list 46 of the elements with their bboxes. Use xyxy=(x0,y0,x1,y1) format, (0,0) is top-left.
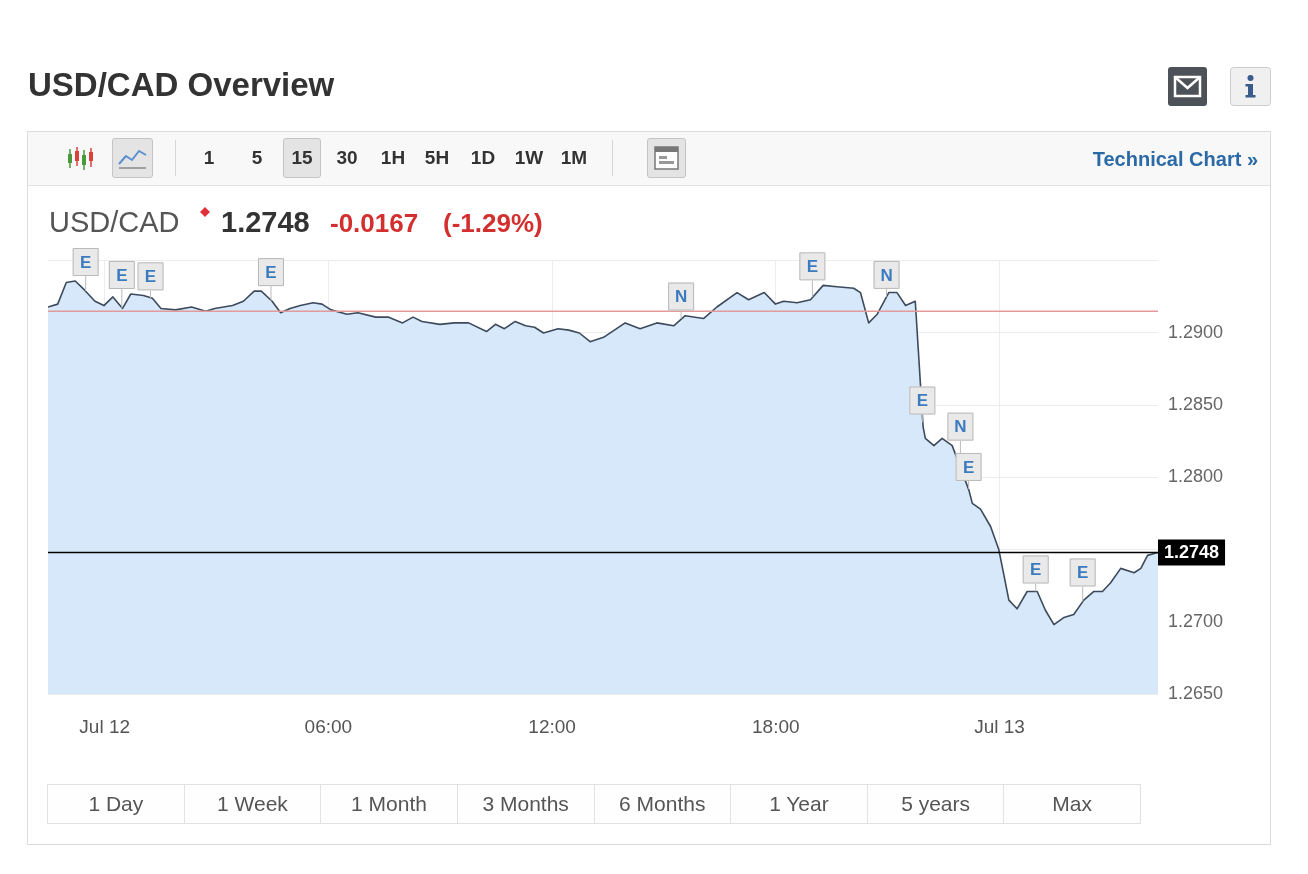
text: 1 Day xyxy=(87,792,145,815)
annotation: E xyxy=(144,267,157,287)
text: 1 Week xyxy=(216,792,289,815)
text: 5 xyxy=(250,147,264,169)
annotation: N xyxy=(954,417,967,437)
annotation: E xyxy=(916,391,929,411)
annotation: E xyxy=(79,252,92,272)
text: 3 Months xyxy=(481,792,570,815)
x-tick-label: 18:00 xyxy=(752,715,800,737)
text: Max xyxy=(1051,792,1094,815)
chart-title: USD/CAD Overview xyxy=(28,65,336,105)
text: 30 xyxy=(335,147,359,169)
annotation: E xyxy=(962,457,975,477)
text: 1 Year xyxy=(768,792,830,815)
text: 1M xyxy=(559,147,589,169)
button-frame: 15 xyxy=(283,138,321,178)
text: 1W xyxy=(513,147,545,169)
y-tick-label: 1.2800 xyxy=(1168,466,1224,487)
ref-line-label: 1.2748 xyxy=(1164,542,1220,563)
annotation: N xyxy=(674,287,688,307)
text: (-1.29%) xyxy=(443,208,543,238)
x-tick-label: Jul 13 xyxy=(974,715,1025,737)
y-tick-label: 1.2900 xyxy=(1168,321,1224,342)
x-tick-label: 06:00 xyxy=(304,715,353,737)
y-tick-label: 1.2700 xyxy=(1168,610,1224,631)
annotation: E xyxy=(116,265,128,285)
text: 6 Months xyxy=(618,792,707,815)
annotation: E xyxy=(1077,563,1089,583)
text: 1D xyxy=(469,147,497,169)
annotation: E xyxy=(1030,560,1042,580)
text: 5H xyxy=(423,147,451,169)
text: 1 Month xyxy=(350,792,428,815)
y-tick-label: 1.2650 xyxy=(1168,682,1224,703)
x-tick-label: 12:00 xyxy=(528,715,576,737)
text: -0.0167 xyxy=(330,208,419,238)
chart-subtitle: USD/CAD xyxy=(49,206,180,238)
y-tick-label: 1.2850 xyxy=(1168,394,1224,415)
x-tick-label: Jul 12 xyxy=(79,715,131,737)
annotation: N xyxy=(880,265,893,285)
text: 5 years xyxy=(900,792,971,815)
annotation: E xyxy=(806,257,819,277)
text: 1.2748 xyxy=(221,206,310,238)
text: 1 xyxy=(202,147,216,169)
annotation: E xyxy=(265,262,277,282)
text: Technical Chart » xyxy=(1092,148,1258,170)
text: 1H xyxy=(379,147,407,169)
